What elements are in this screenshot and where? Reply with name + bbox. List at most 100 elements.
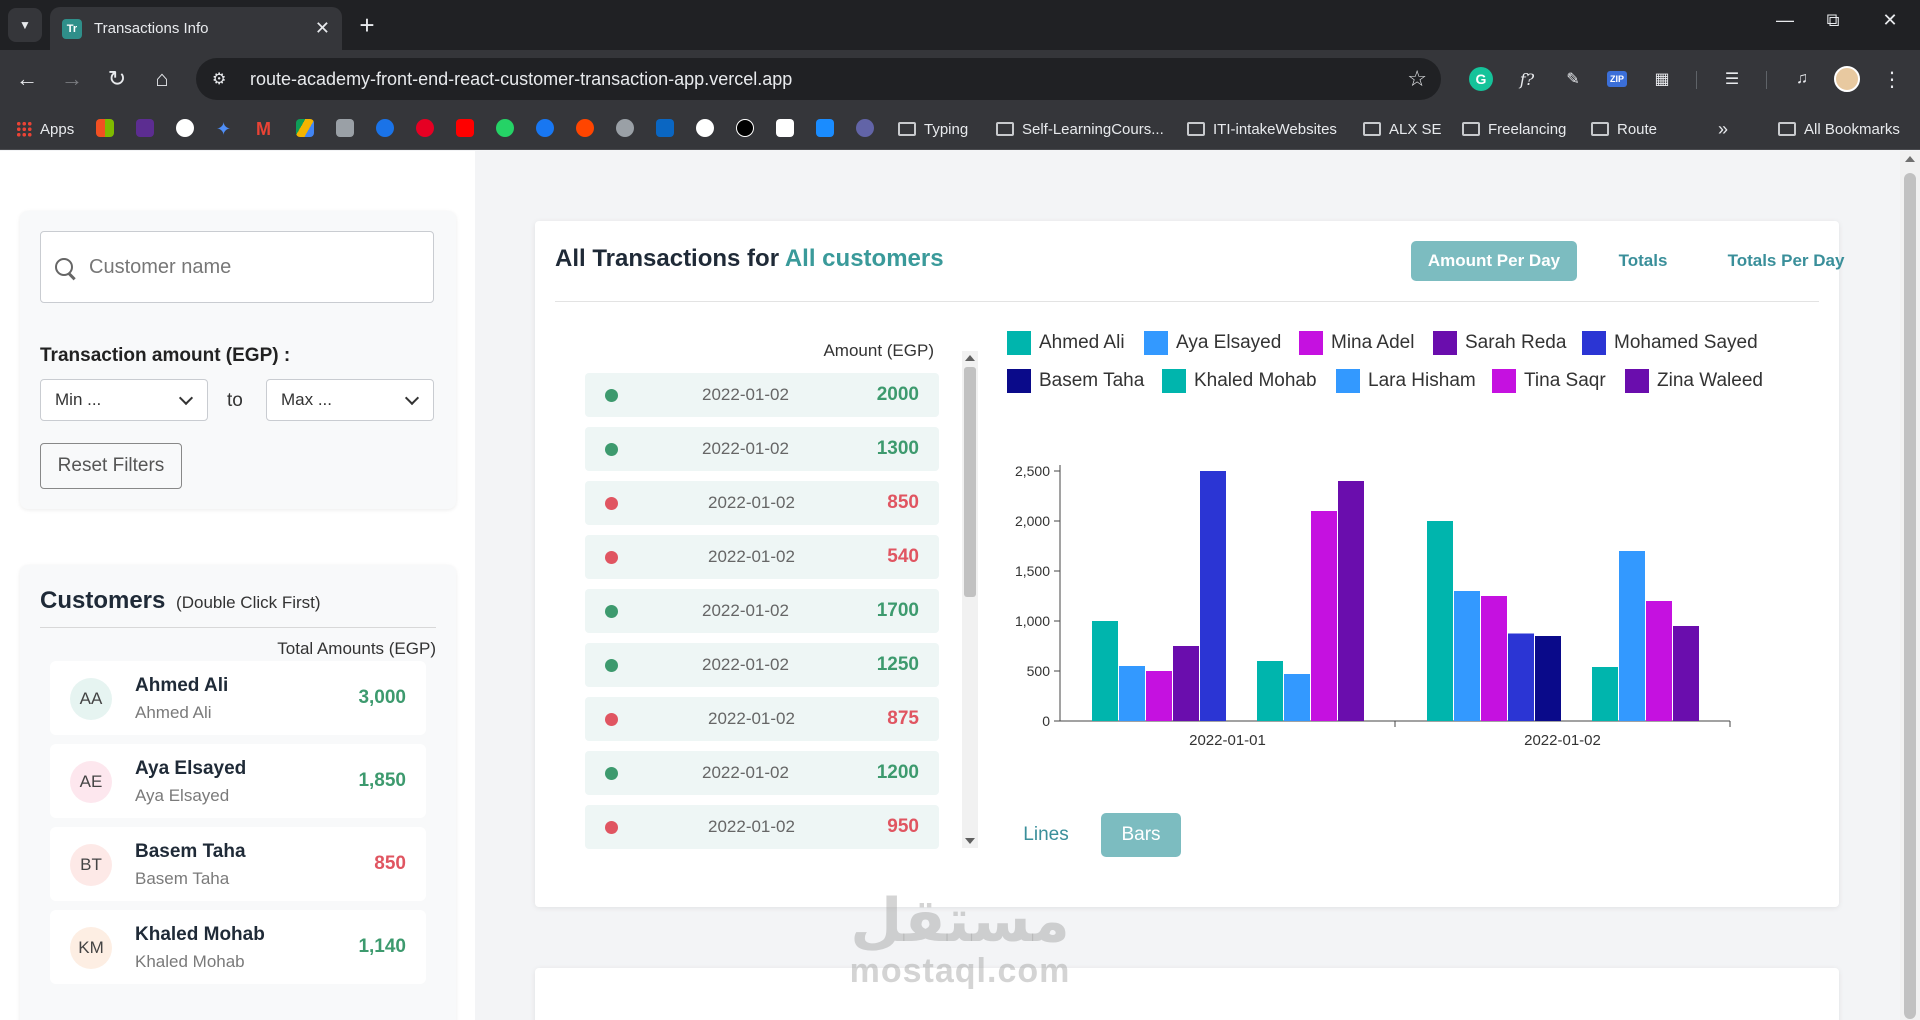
transaction-row[interactable]: 2022-01-02 850 — [585, 481, 939, 525]
transaction-row[interactable]: 2022-01-02 1250 — [585, 643, 939, 687]
scrollbar-thumb[interactable] — [964, 367, 976, 597]
globe-icon[interactable] — [616, 119, 634, 137]
color-picker-extension-icon[interactable]: ✎ — [1566, 71, 1580, 88]
folder-icon — [1778, 122, 1796, 136]
yahoo-mail-icon[interactable] — [136, 119, 154, 137]
media-control-icon[interactable]: ♫ — [1796, 70, 1808, 87]
transactions-scrollbar[interactable] — [962, 351, 978, 848]
transaction-row[interactable]: 2022-01-02 1700 — [585, 589, 939, 633]
formula-extension-icon[interactable]: f? — [1519, 69, 1535, 89]
minimize-icon[interactable]: — — [1776, 10, 1794, 30]
menu-kebab-icon[interactable]: ⋮ — [1882, 68, 1902, 91]
min-amount-select[interactable]: Min ... — [40, 379, 208, 421]
legend-item[interactable]: Basem Taha — [1007, 369, 1144, 393]
legend-item[interactable]: Khaled Mohab — [1162, 369, 1317, 393]
bookmark-star-icon[interactable]: ☆ — [1407, 66, 1427, 91]
folder-icon — [996, 122, 1014, 136]
tab-amount-per-day[interactable]: Amount Per Day — [1411, 241, 1577, 281]
url-text[interactable]: route-academy-front-end-react-customer-t… — [250, 68, 793, 89]
youtube-icon[interactable] — [456, 119, 474, 137]
reddit-icon[interactable] — [576, 119, 594, 137]
google-drive-icon[interactable] — [296, 119, 314, 137]
address-bar[interactable]: ⚙ route-academy-front-end-react-customer… — [196, 58, 1441, 100]
transaction-amount: 850 — [887, 492, 919, 513]
transaction-row[interactable]: 2022-01-02 950 — [585, 805, 939, 849]
legend-item[interactable]: Sarah Reda — [1433, 331, 1566, 355]
site-info-icon[interactable]: ⚙ — [212, 71, 227, 88]
tab-totals-per-day[interactable]: Totals Per Day — [1727, 251, 1845, 270]
bookmark-folder-typing[interactable]: Typing — [898, 119, 968, 139]
grammarly-extension-icon[interactable]: G — [1467, 65, 1495, 93]
profile-avatar[interactable] — [1833, 65, 1861, 93]
forward-icon[interactable]: → — [61, 66, 83, 91]
bolt-icon[interactable] — [816, 119, 834, 137]
close-icon[interactable]: ✕ — [314, 18, 330, 38]
reading-list-icon[interactable]: ☰ — [1724, 71, 1740, 88]
bookmark-folder-alx[interactable]: ALX SE — [1363, 119, 1442, 139]
teams-icon[interactable] — [856, 119, 874, 137]
bars-chart-button[interactable]: Bars — [1101, 813, 1181, 857]
vercel-icon[interactable] — [736, 119, 754, 137]
search-field[interactable] — [40, 231, 434, 303]
customers-heading: Customers (Double Click First) — [40, 587, 321, 615]
tab-totals[interactable]: Totals — [1618, 251, 1668, 270]
zip-extension-icon[interactable]: ZIP — [1603, 65, 1631, 93]
microsoft-icon[interactable] — [96, 119, 114, 137]
gmail-icon[interactable]: M — [256, 118, 271, 139]
transaction-row[interactable]: 2022-01-02 1200 — [585, 751, 939, 795]
bookmark-folder-self-learning[interactable]: Self-LearningCours... — [996, 119, 1164, 139]
legend-item[interactable]: Zina Waleed — [1625, 369, 1763, 393]
transaction-row[interactable]: 2022-01-02 540 — [585, 535, 939, 579]
home-icon[interactable]: ⌂ — [155, 66, 169, 91]
transaction-row[interactable]: 2022-01-02 875 — [585, 697, 939, 741]
bookmark-apps[interactable]: Apps — [16, 119, 74, 139]
back-icon[interactable]: ← — [16, 66, 38, 91]
customer-search-input[interactable] — [89, 255, 409, 279]
browser-tab[interactable]: Tr Transactions Info ✕ — [50, 7, 342, 50]
globe-blue-icon[interactable] — [376, 119, 394, 137]
legend-item[interactable]: Tina Saqr — [1492, 369, 1606, 393]
reset-filters-button[interactable]: Reset Filters — [40, 443, 182, 489]
github-icon[interactable] — [696, 119, 714, 137]
bookmark-folder-route[interactable]: Route — [1591, 119, 1657, 139]
customer-row[interactable]: AE Aya Elsayed Aya Elsayed 1,850 — [50, 744, 426, 818]
legend-item[interactable]: Mina Adel — [1299, 331, 1414, 355]
scrollbar-thumb[interactable] — [1904, 173, 1916, 1019]
customer-subname: Basem Taha — [135, 869, 230, 888]
legend-item[interactable]: Mohamed Sayed — [1582, 331, 1758, 355]
reload-icon[interactable]: ↻ — [107, 66, 127, 91]
more-bookmarks-chevron-icon[interactable]: » — [1718, 118, 1729, 139]
gemini-icon[interactable]: ✦ — [216, 118, 232, 139]
bookmark-folder-iti[interactable]: ITI-intakeWebsites — [1187, 119, 1337, 139]
customer-row[interactable]: AA Ahmed Ali Ahmed Ali 3,000 — [50, 661, 426, 735]
new-tab-button[interactable]: + — [359, 9, 375, 40]
bookmark-folder-freelancing[interactable]: Freelancing — [1462, 119, 1566, 139]
chatgpt-icon[interactable] — [176, 119, 194, 137]
facebook-icon[interactable] — [536, 119, 554, 137]
restore-icon[interactable]: ⧉ — [1826, 10, 1840, 30]
window-close-icon[interactable]: ✕ — [1882, 10, 1898, 30]
customer-row[interactable]: BT Basem Taha Basem Taha 850 — [50, 827, 426, 901]
all-bookmarks[interactable]: All Bookmarks — [1778, 119, 1900, 139]
transaction-row[interactable]: 2022-01-02 1300 — [585, 427, 939, 471]
whatsapp-icon[interactable] — [496, 119, 514, 137]
legend-item[interactable]: Ahmed Ali — [1007, 331, 1125, 355]
extensions-puzzle-icon[interactable]: ▦ — [1654, 71, 1670, 88]
linkedin-icon[interactable] — [656, 119, 674, 137]
transaction-row[interactable]: 2022-01-02 2000 — [585, 373, 939, 417]
tab-search-button[interactable]: ▼ — [8, 8, 42, 42]
scroll-up-icon[interactable] — [1905, 156, 1915, 162]
legend-item[interactable]: Lara Hisham — [1336, 369, 1476, 393]
status-dot — [605, 821, 618, 834]
scroll-down-icon[interactable] — [965, 838, 975, 844]
page-scrollbar[interactable] — [1900, 151, 1920, 1020]
pinterest-icon[interactable] — [416, 119, 434, 137]
codepen-icon[interactable] — [776, 119, 794, 137]
scroll-up-icon[interactable] — [965, 355, 975, 361]
max-amount-select[interactable]: Max ... — [266, 379, 434, 421]
dev-icon[interactable] — [336, 119, 354, 137]
customer-row[interactable]: KM Khaled Mohab Khaled Mohab 1,140 — [50, 910, 426, 984]
legend-item[interactable]: Aya Elsayed — [1144, 331, 1281, 355]
lines-chart-button[interactable]: Lines — [1023, 824, 1069, 845]
bar — [1338, 481, 1364, 721]
